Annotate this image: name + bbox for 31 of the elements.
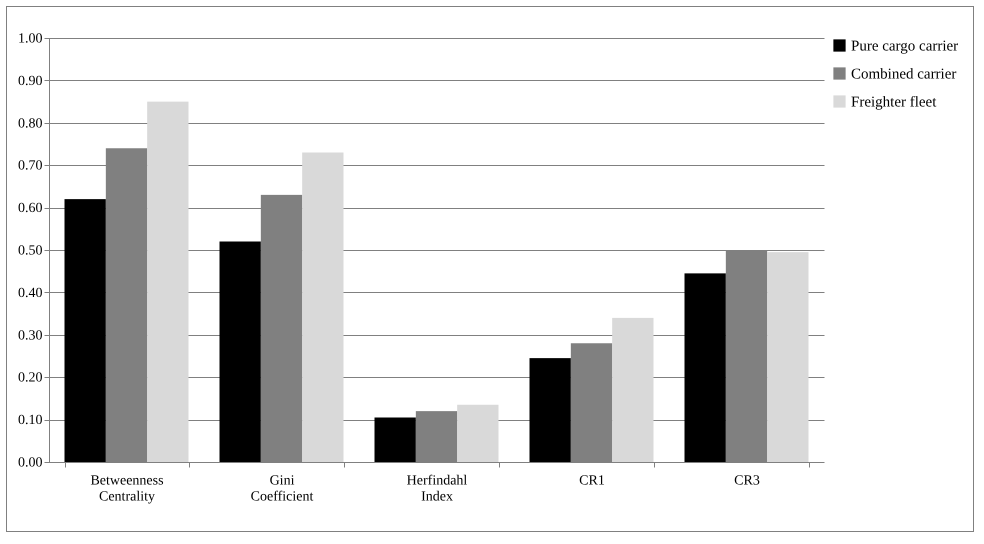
legend-label: Freighter fleet [851,94,938,110]
bar [612,318,654,462]
y-tick-label: 0.30 [18,328,42,344]
bar [684,273,726,462]
bar [457,404,498,462]
bar [530,358,571,462]
legend-label: Combined carrier [851,66,956,82]
x-tick-label: Herfindahl Index [406,474,468,504]
bar [767,252,808,462]
y-tick-label: 0.10 [18,413,42,428]
y-tick-label: 1.00 [18,32,42,46]
x-tick-label: Gini Coefficient [250,474,314,504]
y-tick-label: 0.50 [18,244,42,258]
bar [416,411,458,462]
legend-label: Pure cargo carrier [851,38,958,54]
y-tick-label: 0.60 [18,201,42,216]
y-tick-label: 0.70 [18,158,42,174]
x-tick-label: Betweenness Centrality [90,474,164,504]
y-tick-label: 0.20 [18,370,42,386]
y-tick-label: 0.00 [18,456,42,470]
bar [147,102,188,462]
y-tick-label: 0.90 [18,74,42,89]
y-tick-label: 0.40 [18,286,42,301]
bar [302,152,344,462]
x-tick-label: CR3 [734,474,760,488]
y-tick-label: 0.80 [18,116,42,132]
bar [220,242,261,462]
bar [374,417,416,462]
bar [570,343,612,462]
x-tick-label: CR1 [579,474,605,488]
bar [64,199,106,462]
